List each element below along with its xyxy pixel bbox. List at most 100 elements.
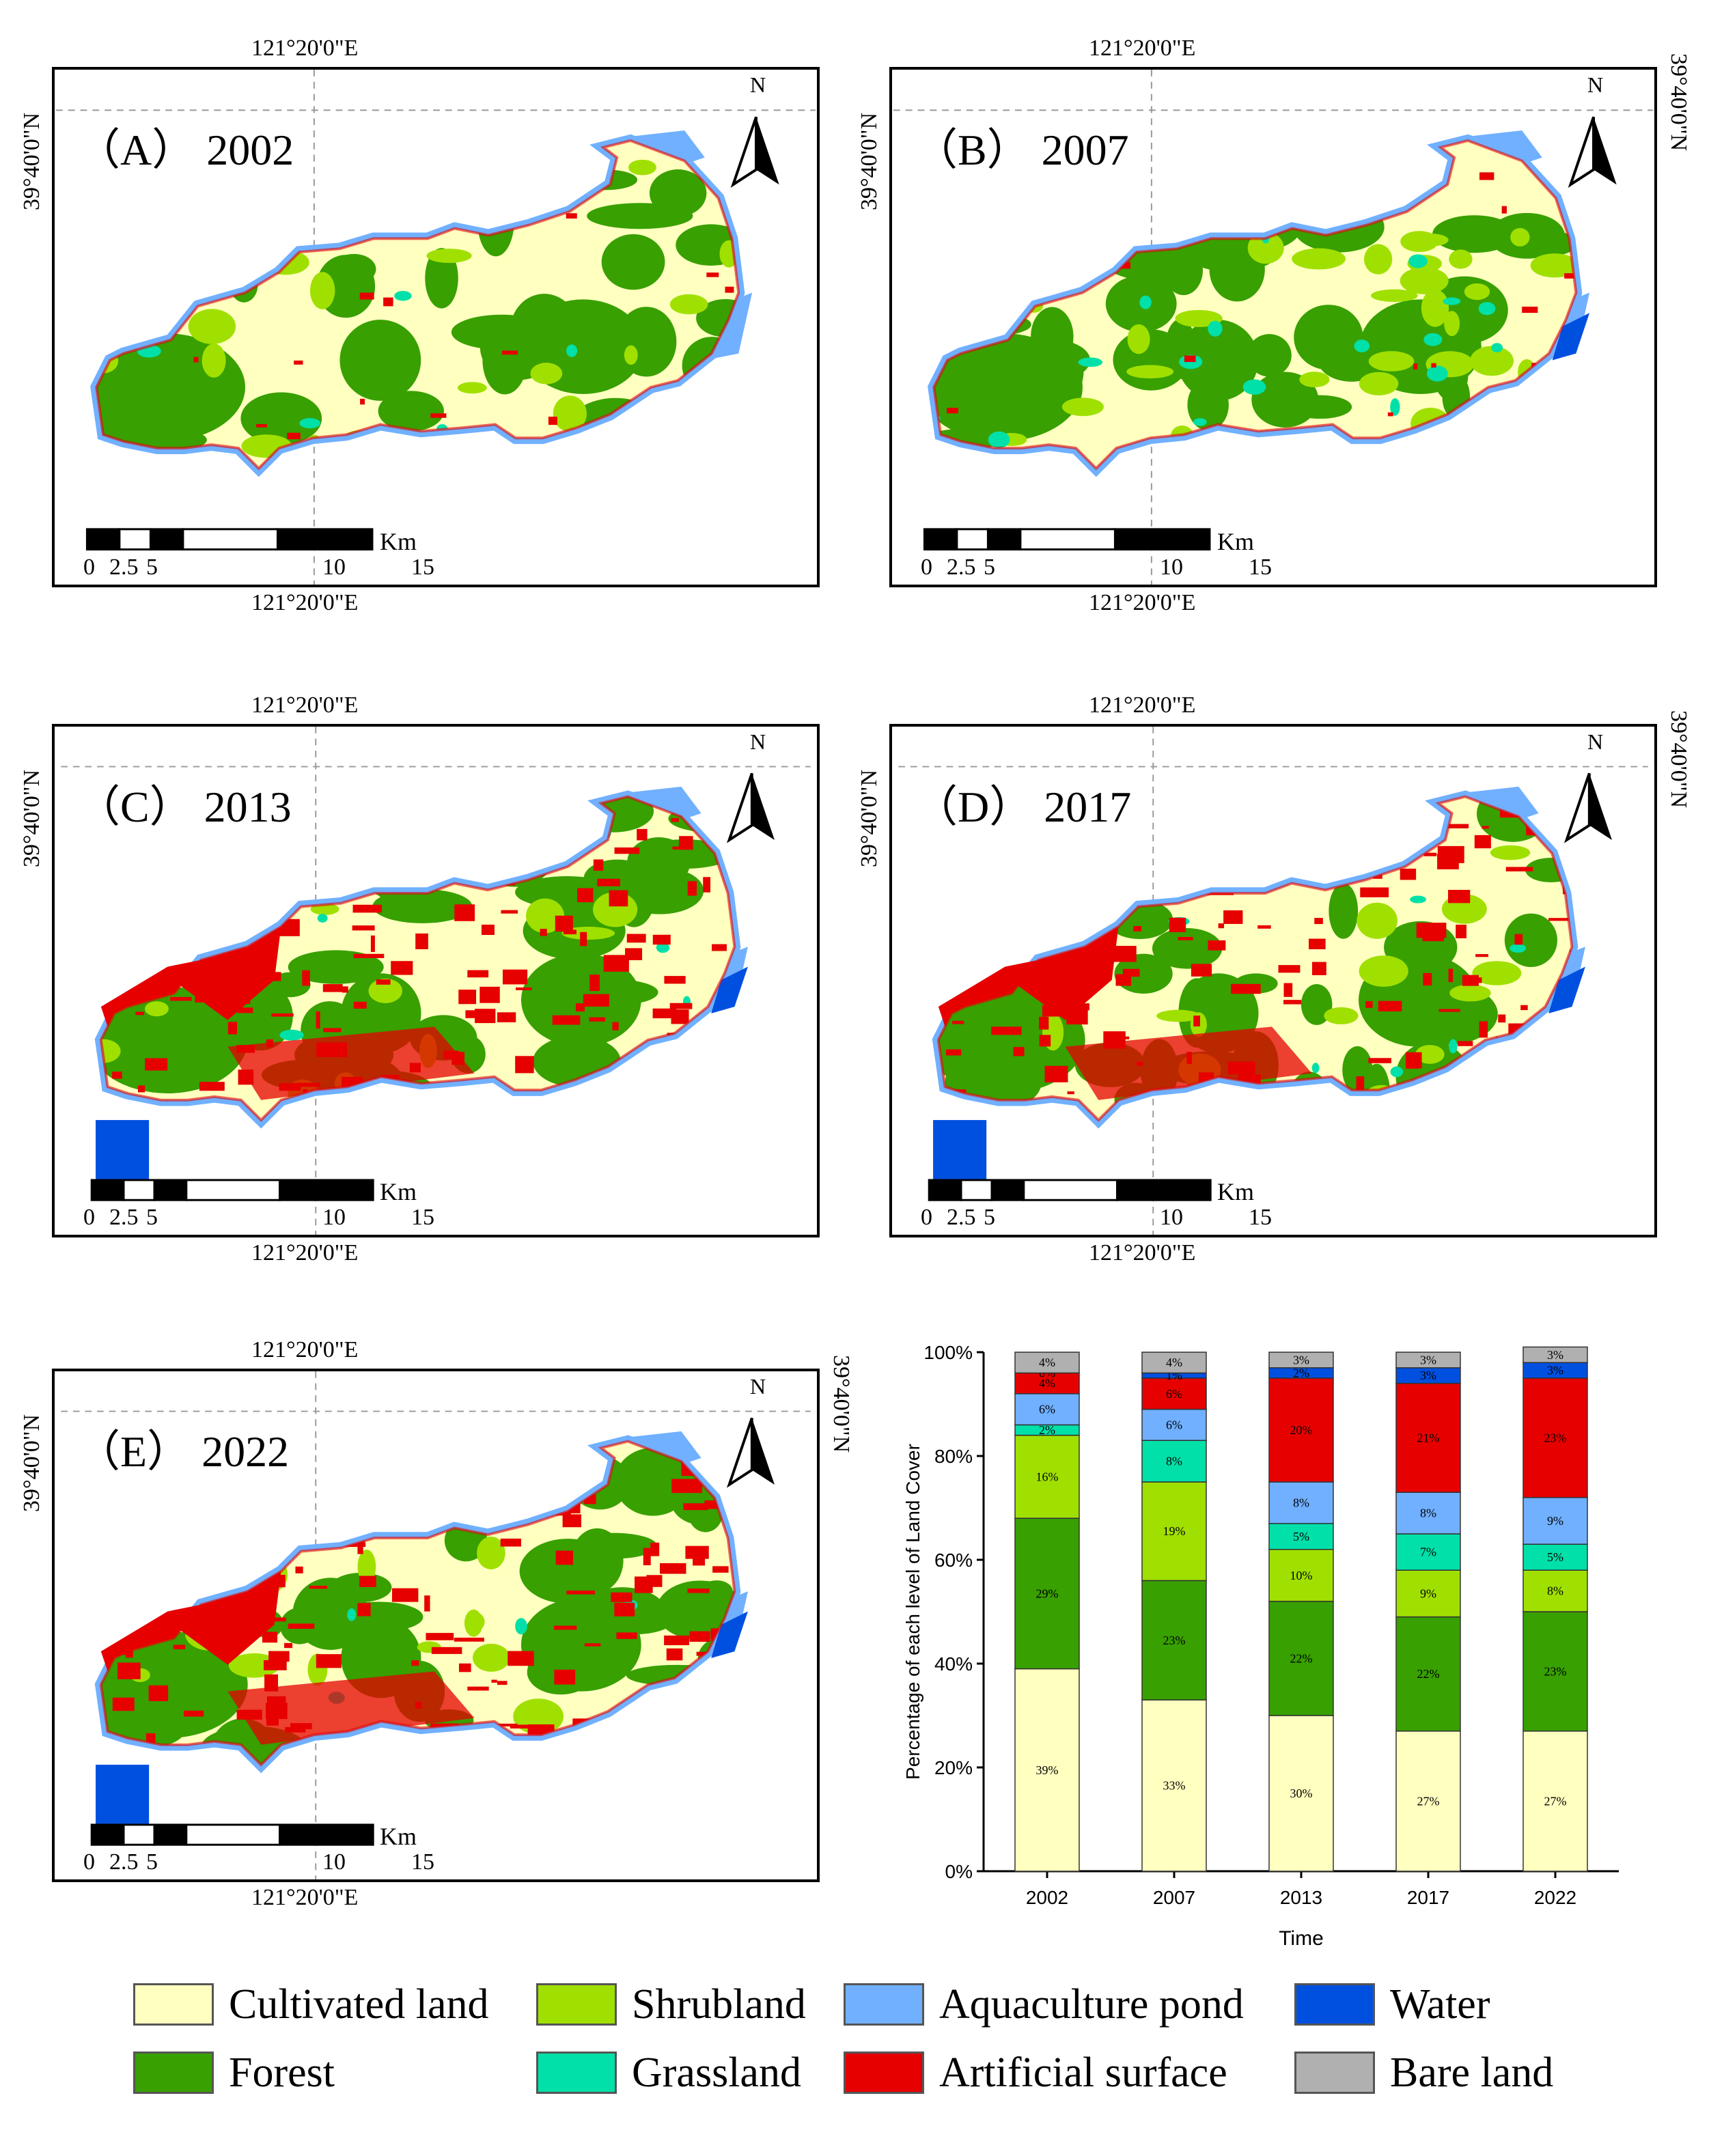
grassland-patch [394,290,412,301]
y-axis-label: Percentage of each level of Land Cover [902,1444,923,1780]
artificial-patch [1438,1009,1460,1012]
artificial-patch [149,887,167,894]
artificial-patch [945,1049,962,1056]
artificial-patch [287,432,301,440]
artificial-patch [1257,925,1271,929]
forest-patch [331,187,403,227]
artificial-patch [402,863,411,873]
grassland-patch [1493,430,1518,436]
forest-patch [1177,320,1259,401]
forest-patch [122,911,150,939]
artificial-patch [197,860,212,867]
artificial-patch [430,413,447,418]
artificial-patch [392,1588,419,1602]
forest-patch [395,1441,441,1495]
artificial-patch [424,1595,430,1612]
artificial-patch [1443,824,1469,828]
data-label: 2% [1293,1366,1309,1380]
data-label: 10% [1290,1569,1313,1582]
artificial-patch [517,855,531,859]
bar-segment-grassland [1141,1440,1207,1483]
scale-tick-label: 10 [322,1205,346,1230]
artificial-patch [151,1499,157,1509]
forest-patch [1525,858,1572,883]
shrubland-patch [594,440,628,458]
forest-patch [1014,227,1060,290]
artificial-patch [1479,1021,1488,1038]
data-label: 22% [1290,1651,1313,1665]
artificial-patch [616,1632,637,1639]
artificial-patch [1191,964,1212,977]
bar-segment-aquaculture [1014,1393,1080,1426]
grassland-patch [1510,943,1527,953]
artificial-patch [1229,847,1235,854]
forest-patch [651,409,684,451]
artificial-patch [207,934,225,940]
shrubland-patch [426,249,472,263]
scale-tick-label: 10 [1160,555,1183,580]
grassland-patch [1426,365,1448,382]
shrubland-patch [103,177,135,194]
artificial-patch [683,1503,708,1511]
shrubland-patch [1421,289,1449,327]
data-label: 33% [1163,1779,1186,1793]
shrubland-patch [993,288,1041,300]
data-label: 7% [1420,1545,1436,1559]
artificial-patch [1281,441,1289,445]
shrubland-patch [973,895,1016,907]
legend-swatch-cultivated [133,1983,214,2026]
data-label: 29% [1036,1586,1059,1600]
shrubland-patch [1247,232,1284,264]
forest-patch [518,145,564,206]
artificial-patch [729,1074,735,1087]
grassland-patch [269,1487,295,1504]
artificial-patch [1498,1014,1506,1023]
north-label: N [1587,729,1604,754]
artificial-patch [1177,926,1186,930]
forest-patch [1259,799,1340,864]
artificial-patch [1178,936,1193,940]
forest-patch [942,946,973,966]
artificial-patch [268,1651,290,1662]
data-label: 6% [1166,1418,1182,1431]
artificial-patch [417,1461,432,1465]
shrubland-patch [1292,248,1346,270]
bar-segment-shrubland [1014,1434,1080,1519]
legend-swatch-water [1294,1983,1375,2026]
north-label: N [750,72,766,97]
artificial-patch [1392,442,1407,452]
artificial-patch [353,953,385,958]
artificial-patch [614,847,640,854]
shrubland-patch [201,344,226,378]
forest-patch [570,1528,624,1593]
forest-patch [616,867,704,914]
grassland-patch [1410,895,1426,904]
artificial-patch [112,1072,122,1079]
north-arrow-icon [726,1417,775,1488]
artificial-patch [609,890,628,907]
artificial-patch [217,1580,238,1590]
scale-tick-label: 2.5 [109,555,139,580]
data-label: 20% [1290,1423,1313,1437]
forest-patch [152,844,258,885]
coast-line [99,1440,736,1767]
scale-tick-label: 10 [322,1849,346,1875]
grassland-patch [965,875,989,886]
artificial-patch [1057,900,1084,907]
grassland-patch [1150,219,1171,233]
shrubland-patch [464,1609,483,1637]
artificial-patch [666,1648,683,1661]
shrubland-patch [1451,1068,1482,1089]
legend-label: Aquaculture pond [939,1980,1244,2028]
artificial-patch [953,957,966,962]
artificial-patch [170,996,192,1001]
land-cover-map [893,70,1654,585]
forest-patch [1247,334,1292,377]
artificial-patch [611,1592,632,1602]
artificial-patch [554,1669,576,1685]
artificial-patch [1133,453,1148,462]
grassland-patch [1078,357,1103,367]
shrubland-patch [1371,289,1418,303]
bar-segment-bare [1523,1346,1588,1363]
scale-unit-label: Km [380,1823,417,1850]
